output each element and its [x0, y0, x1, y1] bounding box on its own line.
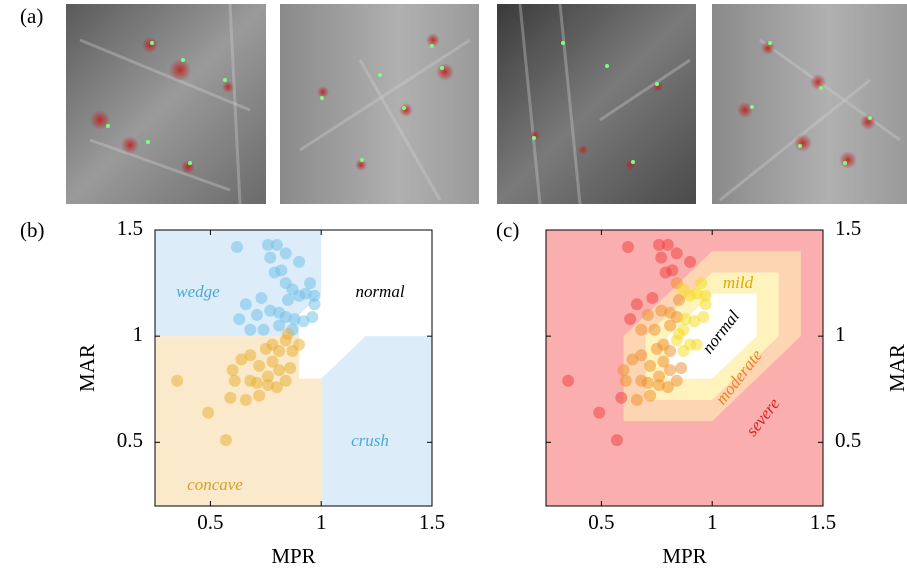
point [233, 313, 245, 325]
point [671, 375, 683, 387]
point [697, 311, 709, 323]
point [282, 294, 294, 306]
x-tick-label: 1 [707, 510, 718, 534]
x-tick-label: 1.5 [419, 510, 445, 534]
y-tick-label: 0.5 [117, 428, 143, 452]
annotation: normal [355, 282, 404, 301]
point [635, 324, 647, 336]
point [646, 292, 658, 304]
point [653, 370, 665, 382]
point [171, 375, 183, 387]
annotation: concave [187, 475, 243, 494]
panel-label: (c) [496, 218, 519, 242]
x-tick-label: 0.5 [197, 510, 223, 534]
point [695, 277, 707, 289]
point [224, 392, 236, 404]
point [662, 239, 674, 251]
point [258, 324, 270, 336]
panel-label: (b) [20, 218, 45, 242]
point [644, 360, 656, 372]
point [684, 256, 696, 268]
y-tick-label: 0.5 [835, 428, 861, 452]
y-tick-label: 1 [835, 322, 846, 346]
point [644, 390, 656, 402]
point [231, 241, 243, 253]
point [562, 375, 574, 387]
point [244, 324, 256, 336]
point [275, 264, 287, 276]
point [611, 434, 623, 446]
point [655, 252, 667, 264]
point [304, 277, 316, 289]
point [284, 362, 296, 374]
panel-label: (a) [20, 4, 43, 28]
point [280, 247, 292, 259]
point [664, 364, 676, 376]
point [273, 320, 285, 332]
annotation: mild [723, 273, 754, 292]
point [244, 349, 256, 361]
point [253, 390, 265, 402]
y-tick-label: 1.5 [117, 216, 143, 240]
annotation: wedge [176, 282, 220, 301]
point [273, 345, 285, 357]
x-axis-label: MPR [271, 544, 315, 568]
point [262, 370, 274, 382]
point [675, 362, 687, 374]
point [664, 345, 676, 357]
point [620, 375, 632, 387]
point [227, 364, 239, 376]
figure: (a) (b) (c) wedge normal crush concave 0.5 1 1… [0, 0, 907, 576]
point [251, 309, 263, 321]
point [677, 283, 689, 295]
x-axis-label: MPR [662, 544, 706, 568]
point [255, 292, 267, 304]
image [280, 4, 479, 204]
point [615, 392, 627, 404]
point [273, 364, 285, 376]
point [306, 311, 318, 323]
point [649, 324, 661, 336]
point [240, 394, 252, 406]
point [251, 377, 263, 389]
point [309, 298, 321, 310]
point [666, 264, 678, 276]
point [677, 345, 689, 357]
point [642, 309, 654, 321]
point [271, 239, 283, 251]
y-tick-label: 1 [133, 322, 144, 346]
point [202, 407, 214, 419]
point [240, 298, 252, 310]
point [635, 349, 647, 361]
point [220, 434, 232, 446]
x-tick-label: 1.5 [810, 510, 836, 534]
point [664, 320, 676, 332]
point [624, 313, 636, 325]
point [673, 294, 685, 306]
point [671, 334, 683, 346]
x-tick-label: 0.5 [588, 510, 614, 534]
y-axis-label: MAR [885, 344, 907, 392]
y-tick-label: 1.5 [835, 216, 861, 240]
point [618, 364, 630, 376]
point [282, 328, 294, 340]
x-tick-label: 1 [316, 510, 327, 534]
annotation: crush [351, 431, 389, 450]
point [671, 247, 683, 259]
point [253, 360, 265, 372]
point [622, 241, 634, 253]
y-axis-label: MAR [75, 344, 99, 392]
point [229, 375, 241, 387]
point [280, 375, 292, 387]
point [264, 252, 276, 264]
micrographs [66, 4, 907, 204]
point [631, 394, 643, 406]
point [631, 298, 643, 310]
image [497, 4, 696, 204]
point [642, 377, 654, 389]
point [293, 256, 305, 268]
point [700, 298, 712, 310]
point [593, 407, 605, 419]
point [293, 339, 305, 351]
